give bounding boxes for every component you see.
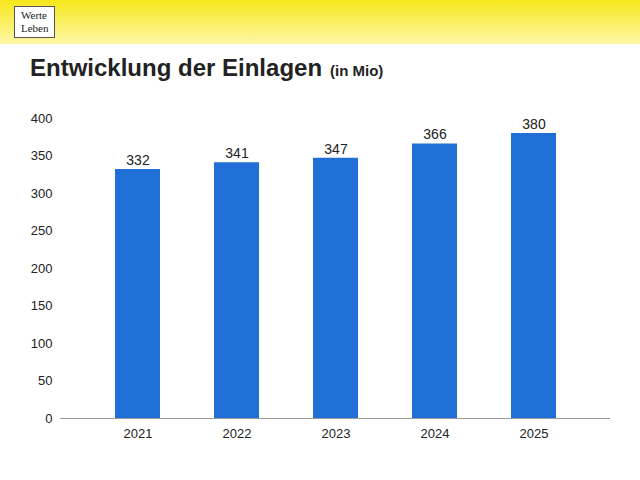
svg-text:2025: 2025 [520,426,549,441]
svg-text:50: 50 [38,373,52,388]
svg-text:150: 150 [31,298,53,313]
svg-text:2021: 2021 [124,426,153,441]
html-text:Leben: Leben [21,22,49,34]
svg-text:100: 100 [31,336,53,351]
svg-text:366: 366 [423,126,447,142]
svg-text:2022: 2022 [223,426,252,441]
html-text:Entwicklung der Einlagen (in M: Entwicklung der Einlagen (in Mio) [30,54,384,81]
svg-text:400: 400 [31,111,53,126]
svg-text:2023: 2023 [322,426,351,441]
svg-text:341: 341 [225,145,249,161]
svg-text:250: 250 [31,223,53,238]
html-text:Werte: Werte [21,9,47,21]
svg-text:347: 347 [324,141,348,157]
svg-text:350: 350 [31,148,53,163]
svg-text:0: 0 [45,411,52,426]
svg-text:2024: 2024 [421,426,450,441]
svg-text:200: 200 [31,261,53,276]
svg-text:300: 300 [31,186,53,201]
svg-text:332: 332 [126,152,150,168]
svg-text:380: 380 [522,116,546,132]
